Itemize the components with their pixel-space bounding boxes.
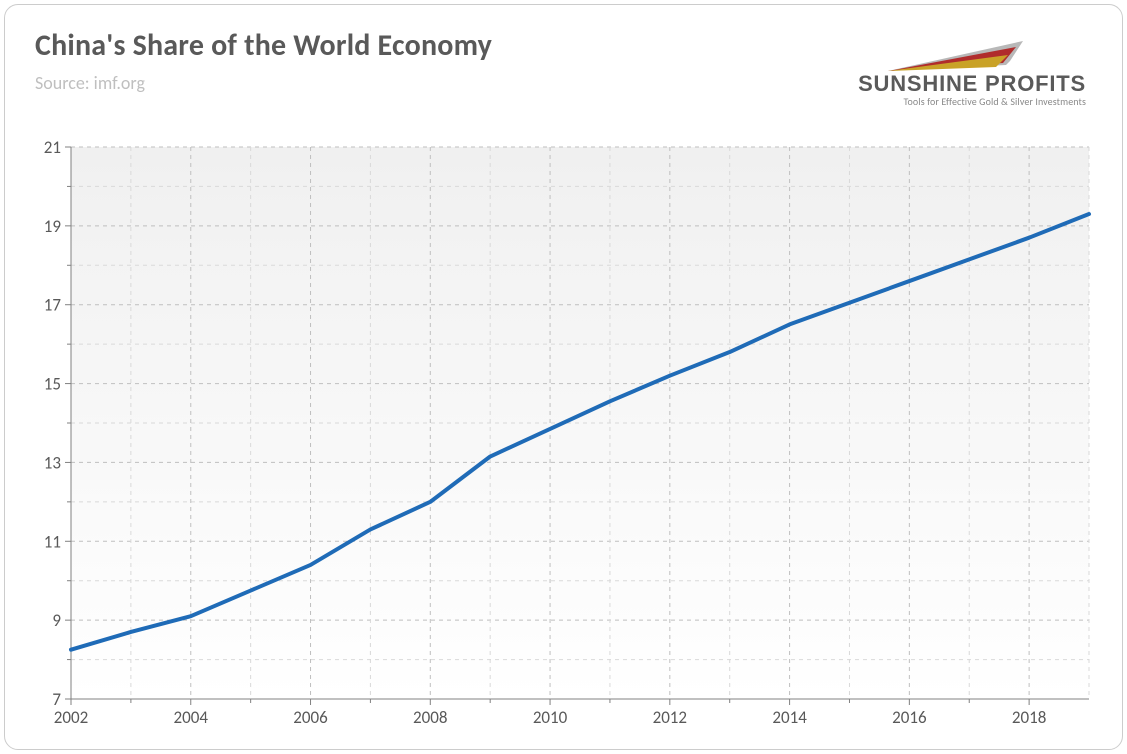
x-tick-label: 2012 <box>653 707 687 728</box>
y-tick-label: 11 <box>44 531 61 552</box>
x-tick-label: 2014 <box>772 707 807 728</box>
x-tick-label: 2006 <box>293 707 328 728</box>
x-tick-label: 2008 <box>413 707 447 728</box>
sunburst-icon <box>858 35 1028 75</box>
brand-logo: SUNSHINE PROFITS Tools for Effective Gol… <box>858 35 1086 108</box>
x-tick-label: 2004 <box>174 707 209 728</box>
brand-name: SUNSHINE PROFITS <box>858 71 1086 97</box>
x-tick-label: 2010 <box>533 707 568 728</box>
y-tick-label: 17 <box>44 295 62 316</box>
y-tick-label: 19 <box>44 216 62 237</box>
x-tick-label: 2016 <box>892 707 927 728</box>
chart-card: China's Share of the World Economy Sourc… <box>4 4 1123 750</box>
line-chart: 7911131517192120022004200620082010201220… <box>35 141 1094 731</box>
y-tick-label: 13 <box>44 452 61 473</box>
x-tick-label: 2018 <box>1012 707 1046 728</box>
y-tick-label: 9 <box>52 610 61 631</box>
y-tick-label: 21 <box>44 141 61 158</box>
y-tick-label: 15 <box>44 374 61 395</box>
x-tick-label: 2002 <box>54 707 88 728</box>
